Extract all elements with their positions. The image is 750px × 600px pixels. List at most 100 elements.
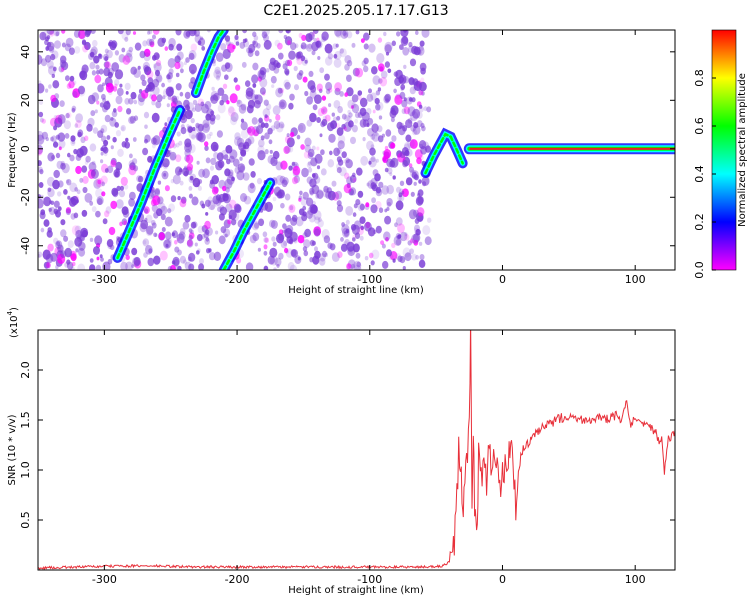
noise-cell — [306, 43, 313, 52]
noise-cell — [403, 97, 407, 102]
noise-cell — [81, 209, 88, 217]
noise-cell — [370, 133, 376, 140]
noise-cell — [190, 221, 197, 229]
noise-cell — [101, 181, 105, 187]
noise-cell — [417, 193, 421, 197]
noise-cell — [336, 167, 342, 174]
noise-cell — [392, 258, 396, 263]
noise-cell — [223, 154, 229, 161]
noise-cell — [60, 219, 66, 226]
noise-cell — [57, 191, 62, 197]
noise-cell — [247, 136, 255, 145]
noise-cell — [359, 216, 366, 224]
noise-cell — [317, 108, 325, 117]
noise-cell — [327, 159, 335, 168]
noise-cell — [155, 100, 162, 109]
noise-cell — [306, 176, 313, 184]
noise-cell — [58, 118, 62, 123]
noise-cell — [339, 167, 347, 177]
noise-cell — [66, 259, 71, 265]
noise-cell — [197, 123, 204, 132]
noise-cell — [384, 167, 389, 173]
noise-cell — [296, 57, 303, 65]
noise-cell — [257, 145, 265, 155]
noise-cell — [348, 112, 353, 118]
noise-cell — [368, 157, 377, 168]
noise-cell — [175, 72, 180, 78]
noise-cell — [269, 219, 276, 228]
noise-cell — [284, 36, 293, 46]
noise-cell — [229, 149, 238, 160]
noise-cell — [366, 140, 374, 151]
noise-cell — [201, 45, 206, 51]
noise-cell — [401, 78, 406, 84]
noise-cell — [234, 34, 239, 41]
noise-cell — [250, 171, 256, 178]
noise-cell — [80, 136, 86, 144]
noise-cell — [164, 238, 172, 249]
noise-cell — [128, 46, 134, 53]
noise-cell — [230, 116, 238, 126]
noise-cell — [173, 259, 180, 267]
noise-cell — [201, 103, 209, 114]
noise-cell — [53, 141, 59, 148]
noise-cell — [180, 127, 187, 135]
noise-cell — [325, 81, 333, 91]
noise-cell — [151, 112, 160, 123]
noise-cell — [239, 41, 246, 49]
noise-cell — [296, 72, 303, 80]
noise-cell — [97, 198, 103, 205]
noise-cell — [258, 218, 265, 227]
noise-cell — [210, 90, 219, 101]
noise-cell — [49, 200, 53, 205]
noise-cell — [289, 264, 297, 270]
snr-xtick-label: -200 — [225, 573, 250, 586]
noise-cell — [164, 185, 170, 192]
noise-cell — [61, 30, 66, 34]
noise-cell — [119, 83, 123, 88]
noise-cell — [384, 208, 388, 213]
noise-cell — [328, 103, 332, 108]
noise-cell — [347, 99, 355, 109]
noise-cell — [72, 80, 77, 86]
noise-cell — [257, 69, 265, 79]
noise-cell — [133, 165, 139, 172]
noise-cell — [153, 255, 161, 265]
noise-cell — [47, 187, 52, 193]
noise-cell — [351, 102, 357, 109]
noise-cell — [424, 236, 432, 246]
noise-cell — [274, 39, 281, 47]
noise-cell — [372, 75, 381, 86]
noise-cell — [301, 34, 307, 42]
noise-cell — [316, 190, 324, 200]
noise-cell — [263, 39, 272, 50]
noise-cell — [225, 187, 230, 193]
noise-cell — [122, 55, 131, 65]
noise-cell — [345, 159, 353, 169]
noise-cell — [211, 86, 215, 91]
noise-cell — [344, 92, 349, 97]
noise-cell — [183, 259, 187, 265]
noise-cell — [189, 173, 197, 182]
noise-cell — [251, 117, 258, 125]
noise-cell — [229, 93, 238, 104]
noise-cell — [376, 53, 385, 64]
noise-cell — [53, 30, 60, 37]
noise-cell — [319, 67, 325, 74]
noise-cell — [378, 115, 383, 120]
noise-cell — [240, 149, 247, 157]
noise-cell — [289, 205, 294, 211]
noise-cell — [99, 254, 103, 259]
noise-cell — [144, 208, 149, 214]
noise-cell — [274, 257, 282, 267]
noise-cell — [125, 254, 130, 261]
noise-cell — [347, 109, 351, 115]
noise-cell — [405, 119, 413, 129]
noise-cell — [169, 264, 176, 270]
noise-cell — [415, 30, 419, 35]
noise-cell — [68, 197, 77, 207]
noise-cell — [146, 225, 154, 235]
noise-cell — [272, 241, 277, 247]
noise-cell — [89, 264, 96, 270]
